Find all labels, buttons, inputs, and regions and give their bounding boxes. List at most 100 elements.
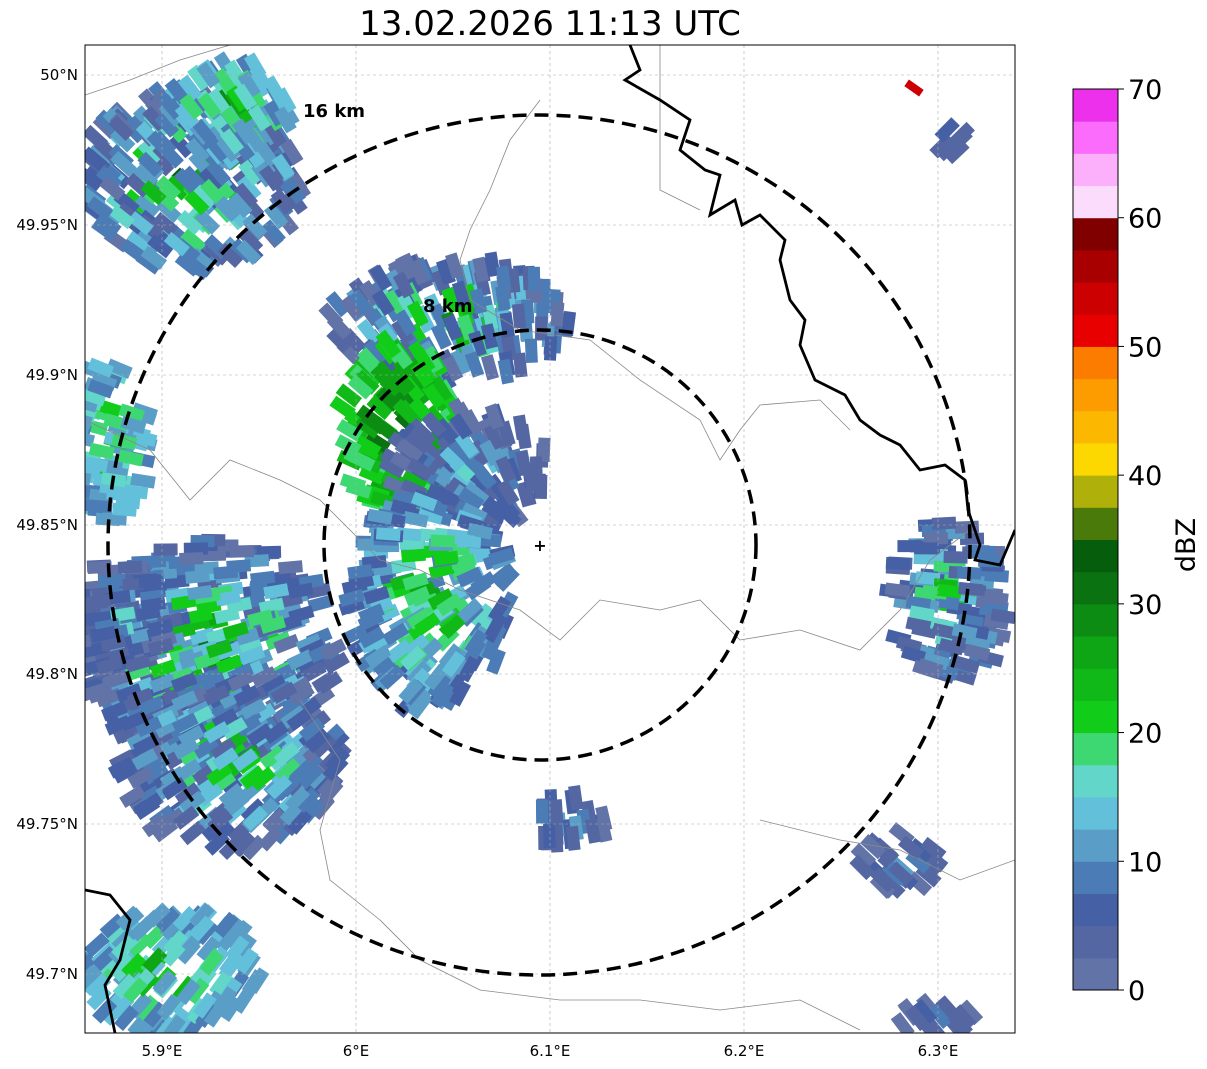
radar-echo-bin [161,776,188,801]
radar-echo-bin [108,204,136,230]
radar-echo-bin [85,932,110,958]
radar-echo-bin [513,352,528,378]
radar-echo-bin [348,450,376,472]
radar-echo-bin [497,420,516,447]
radar-echo-bin [119,710,147,732]
radar-echo-bin [131,429,158,448]
lon-tick-label: 6.2°E [724,1042,765,1060]
radar-echo-bin [92,997,118,1024]
radar-echo-bin [262,807,288,834]
radar-echo-bin [192,736,220,760]
radar-echo-bin [470,603,495,630]
radar-echo-bin [915,571,941,586]
radar-echo-bin [905,1004,930,1032]
radar-echo-bin [273,633,301,654]
radar-echo-bin [403,633,430,659]
radar-echo-bin [402,511,429,528]
radar-echo-bin [137,791,164,816]
radar-echo-bin [951,1004,977,1031]
radar-echo-bin [241,834,267,861]
radar-echo-bin [85,146,107,172]
radar-echo-bin [244,554,270,568]
radar-echo-bin [339,294,365,322]
radar-echo-bin [920,836,947,862]
radar-echo-bin [232,118,256,145]
radar-echo-bin [235,627,263,646]
radar-echo-bin [370,364,396,390]
radar-echo-bin [233,83,257,111]
radar-echo-bin [429,375,453,403]
range-label-16km: 16 km [303,101,365,122]
radar-echo-bin [199,949,224,976]
radar-echo-bin [96,656,123,675]
radar-echo-bin [213,911,239,938]
radar-echo-bin [180,228,207,254]
radar-echo-bin [486,648,506,675]
radar-echo-bin [238,159,263,186]
radar-echoes [85,51,1015,1033]
radar-echo-bin [126,228,154,253]
radar-echo-bin [983,590,1009,606]
radar-echo-bin [349,289,374,316]
radar-echo-bin [179,790,206,815]
radar-echo-bin [117,560,143,574]
admin-boundary [459,99,851,461]
radar-echo-bin [104,924,131,951]
radar-echo-bin [495,455,517,483]
radar-echo-bin [179,820,206,846]
radar-echo-bin [499,312,515,338]
radar-echo-bin [264,630,292,651]
radar-echo-bin [242,213,268,240]
colorbar-segment [1073,764,1118,798]
radar-echo-bin [209,820,236,846]
radar-echo-bin [240,798,267,824]
radar-echo-bin [194,209,221,235]
radar-echo-bin [311,670,339,694]
colorbar-tick-label: 10 [1128,847,1162,878]
radar-echo-bin [408,258,429,286]
radar-echo-bin [338,588,365,608]
radar-echo-bin [266,774,293,800]
radar-echo-bin [98,573,123,588]
radar-echo-bin [110,150,136,176]
radar-echo-bin [421,411,447,438]
radar-echo-bin [147,637,174,656]
radar-echo-bin [412,346,436,374]
radar-echo-bin [457,487,485,511]
colorbar-segment [1073,796,1118,830]
radar-echo-bin [542,823,556,849]
radar-echo-bin [414,612,441,636]
radar-echo-bin [958,581,984,597]
radar-echo-bin [85,682,108,702]
radar-echo-bin [140,245,168,270]
map-frame [84,44,1016,1034]
radar-echo-bin [171,712,199,735]
radar-echo-bin [404,429,432,455]
colorbar-segment [1073,153,1118,187]
radar-echo-bin [298,717,326,742]
radar-echo-bin [161,685,189,706]
radar-center-marker: + [533,536,546,555]
radar-echo-bin [239,698,267,721]
radar-echo-bin [482,616,505,643]
radar-echo-bin [118,403,145,423]
colorbar-tick-label: 70 [1128,75,1162,106]
radar-echo-bin [849,854,875,881]
radar-echo-bin [184,255,211,281]
radar-echo-bin [492,496,519,523]
radar-echo-bin [242,805,269,831]
radar-echo-bin [131,748,159,771]
admin-boundary [659,45,701,211]
radar-echo-bin [85,612,98,628]
radar-echo-bin [215,654,243,675]
radar-echo-bin [289,759,315,785]
colorbar-segment [1073,185,1118,219]
radar-echo-bin [263,202,289,230]
lat-tick-label: 49.9°N [26,366,78,384]
radar-echo-bin [512,414,529,441]
radar-echo-bin [472,256,490,283]
colorbar-segment [1073,603,1118,637]
radar-echo-bin [442,314,463,341]
radar-echo-bin [273,741,300,767]
